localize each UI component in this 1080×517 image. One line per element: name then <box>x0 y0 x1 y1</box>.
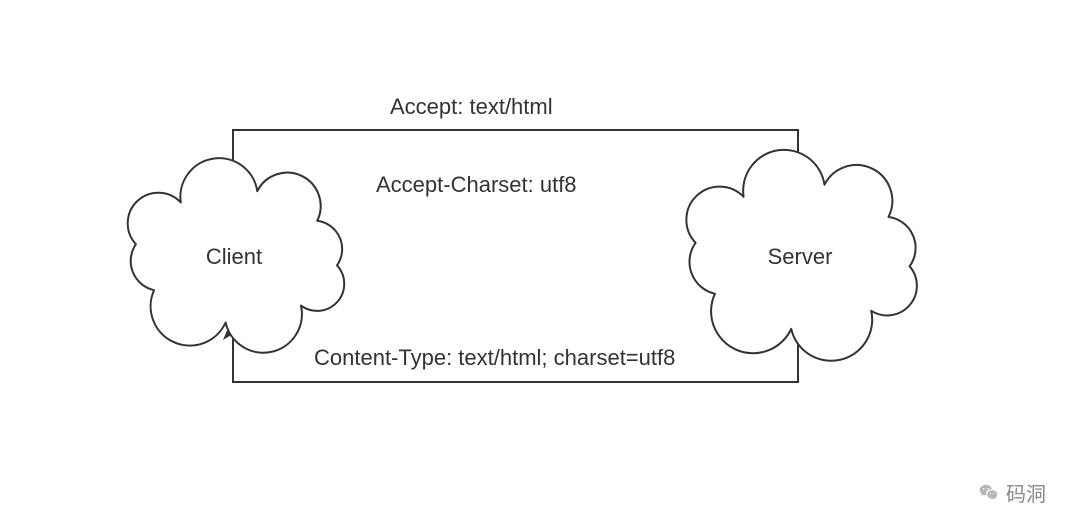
diagram-canvas <box>0 0 1080 517</box>
edge-label-content-type: Content-Type: text/html; charset=utf8 <box>314 345 675 371</box>
server-node-label: Server <box>768 244 833 270</box>
client-node-label: Client <box>206 244 262 270</box>
edge-label-accept-charset: Accept-Charset: utf8 <box>376 172 577 198</box>
watermark-text: 码洞 <box>1006 478 1046 507</box>
watermark: 码洞 <box>978 478 1046 507</box>
edge-label-accept: Accept: text/html <box>390 94 553 120</box>
wechat-icon <box>978 482 1000 504</box>
